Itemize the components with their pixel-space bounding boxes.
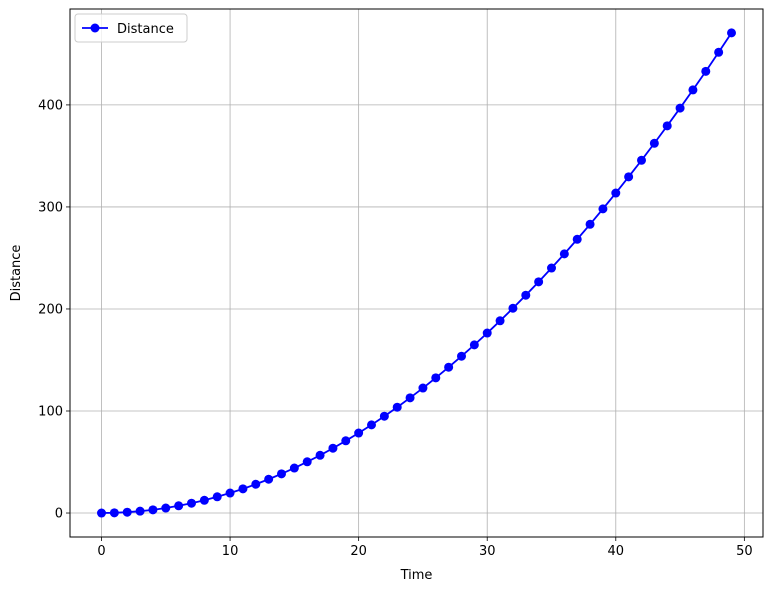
- data-point: [521, 290, 531, 300]
- plot-frame: [69, 8, 764, 538]
- data-point: [444, 362, 454, 372]
- x-tick-label: 50: [736, 544, 753, 559]
- data-point: [688, 85, 698, 95]
- data-point: [431, 373, 441, 383]
- data-point: [354, 428, 364, 438]
- data-point: [187, 498, 196, 508]
- x-tick-label: 10: [222, 544, 239, 559]
- x-tick-label: 0: [97, 544, 105, 559]
- data-point: [701, 66, 711, 76]
- data-point: [392, 402, 402, 412]
- data-point: [714, 47, 724, 57]
- y-tick-label: 100: [38, 404, 63, 419]
- data-point: [161, 503, 171, 513]
- data-point: [662, 121, 672, 131]
- x-axis-label: Time: [400, 568, 433, 583]
- data-point: [534, 277, 544, 287]
- x-tick-label: 40: [608, 544, 625, 559]
- data-point: [379, 411, 389, 421]
- data-point: [598, 204, 608, 214]
- grid: [70, 9, 763, 537]
- data-point: [109, 508, 119, 518]
- data-point: [174, 501, 184, 511]
- series-layer: [97, 28, 736, 518]
- data-point: [264, 474, 274, 484]
- data-point: [302, 457, 312, 467]
- x-tick-label: 30: [479, 544, 496, 559]
- data-point: [135, 506, 145, 516]
- data-point: [585, 219, 595, 229]
- data-point: [495, 316, 505, 326]
- data-point: [675, 103, 685, 113]
- data-point: [199, 495, 209, 505]
- y-axis-label: Distance: [9, 245, 24, 302]
- data-point: [457, 351, 466, 361]
- legend-box: [74, 13, 188, 43]
- data-point: [315, 450, 325, 460]
- data-point: [611, 188, 621, 198]
- y-tick-label: 300: [38, 200, 63, 215]
- data-point: [225, 488, 235, 498]
- data-point: [251, 479, 261, 489]
- y-tick-label: 0: [55, 507, 63, 522]
- x-tick-label: 20: [350, 544, 367, 559]
- legend: Distance: [74, 13, 188, 43]
- data-point: [727, 28, 736, 38]
- data-point: [508, 303, 518, 313]
- data-point: [238, 484, 248, 494]
- legend-marker-swatch: [90, 23, 100, 33]
- data-point: [122, 507, 132, 517]
- data-point: [341, 436, 351, 446]
- data-point: [418, 383, 428, 393]
- data-point: [547, 263, 556, 273]
- data-point: [405, 393, 415, 403]
- data-point: [212, 492, 222, 502]
- legend-entry-distance: Distance: [117, 22, 174, 37]
- data-point: [148, 505, 158, 515]
- data-point: [637, 155, 646, 165]
- data-point: [289, 463, 299, 473]
- data-point: [469, 340, 479, 350]
- data-point: [367, 420, 376, 430]
- x-axis: 0 10 20 30 40 50: [97, 537, 753, 559]
- data-point: [649, 138, 659, 148]
- data-point: [328, 443, 338, 453]
- data-point: [97, 508, 106, 518]
- y-axis: 0 100 200 300 400: [38, 98, 70, 522]
- data-point: [572, 234, 582, 244]
- data-point: [624, 172, 634, 182]
- y-tick-label: 200: [38, 302, 63, 317]
- data-point: [482, 328, 492, 338]
- data-point: [559, 249, 569, 259]
- data-point: [277, 469, 286, 479]
- y-tick-label: 400: [38, 98, 63, 113]
